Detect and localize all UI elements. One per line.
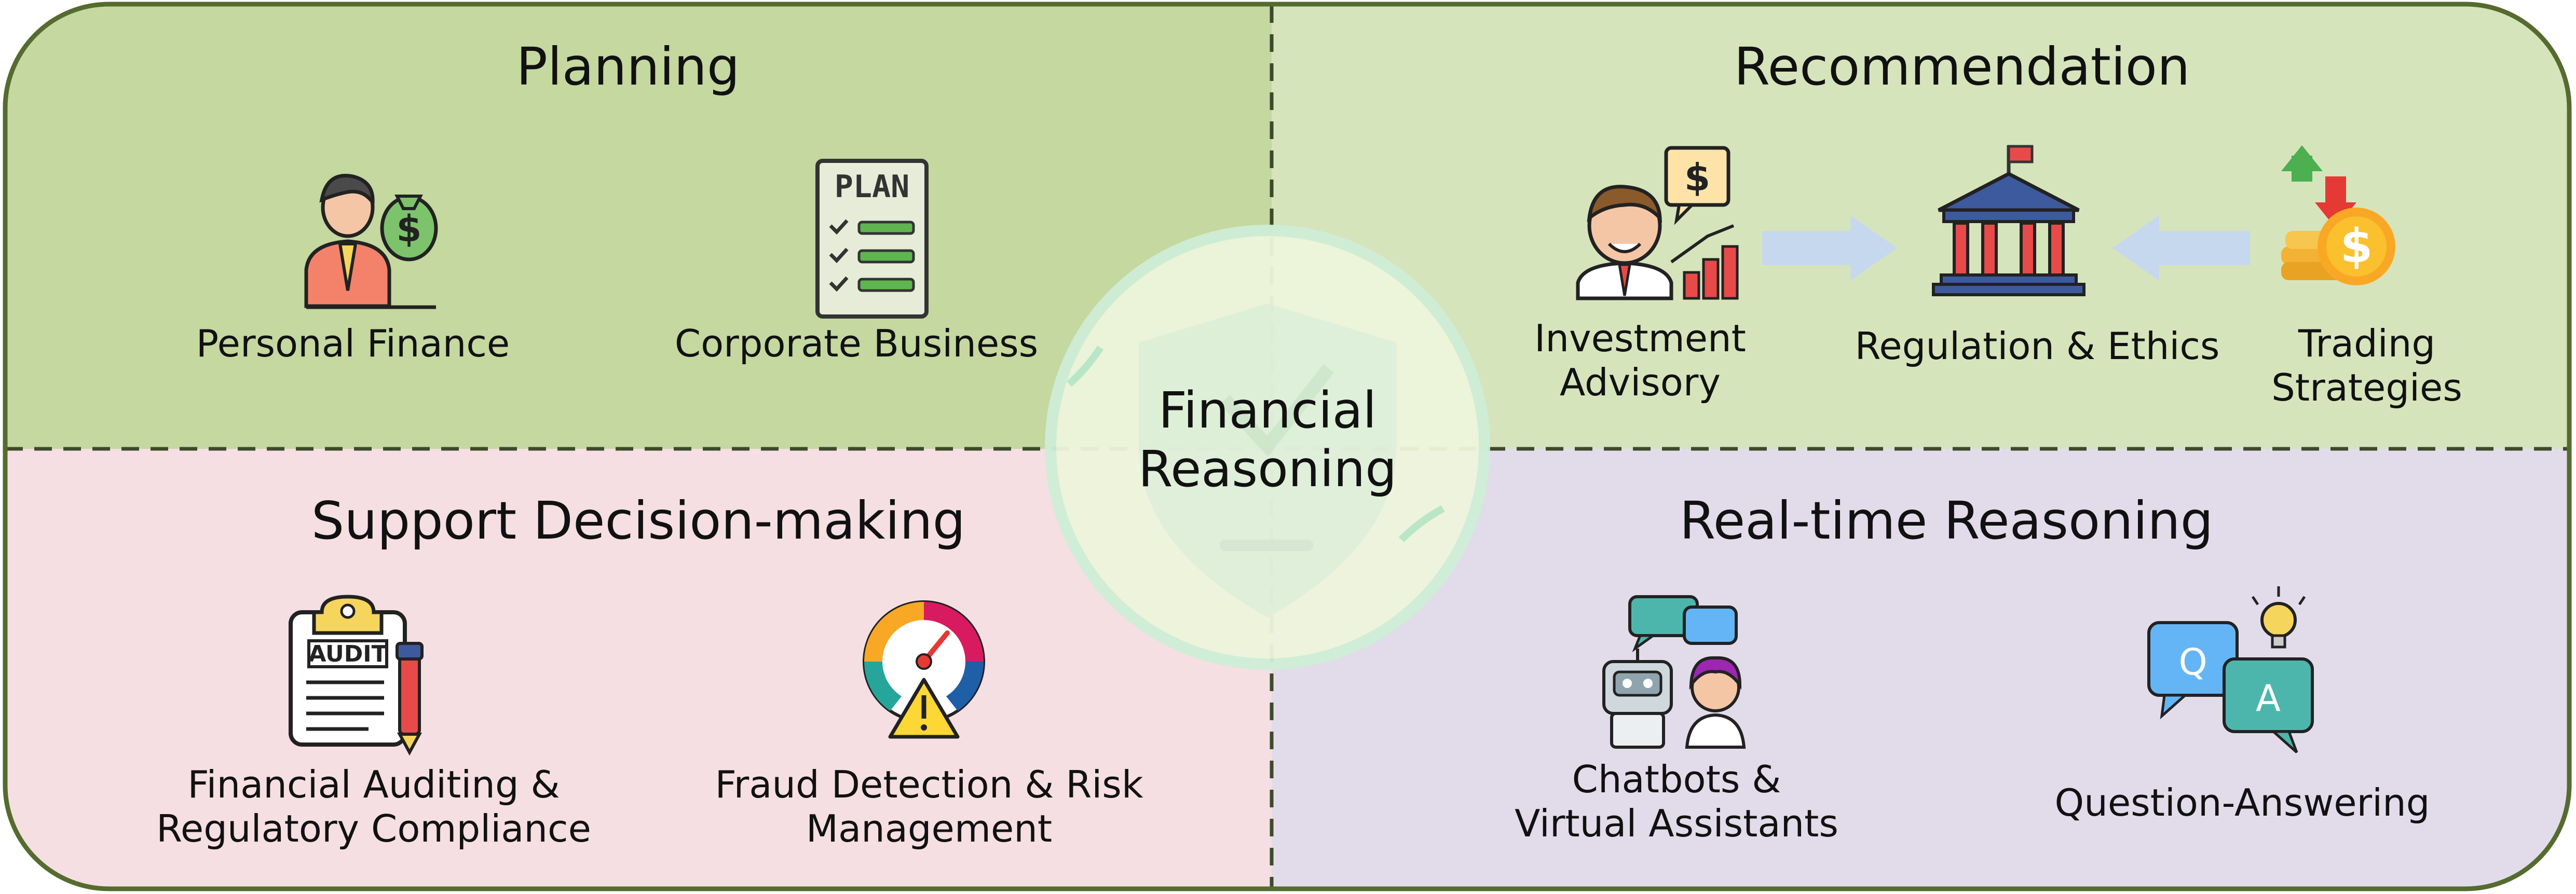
svg-text:Q: Q: [2178, 641, 2207, 683]
risk-gauge-icon: [863, 600, 985, 739]
investment-advisor-icon: $: [1576, 146, 1739, 300]
plan-checklist-icon: PLAN: [815, 159, 929, 319]
audit-clipboard-icon: AUDIT: [289, 595, 424, 756]
center-title: Financial Reasoning: [1138, 381, 1397, 499]
corporate-business-label: Corporate Business: [674, 322, 1039, 365]
personal-finance-label: Personal Finance: [196, 322, 510, 365]
businessman-money-bag-icon: $: [304, 174, 438, 309]
chatbot-assistant-icon: [1602, 595, 1746, 749]
center-emblem: [1045, 225, 1490, 670]
outer-frame: [3, 2, 2572, 891]
arrow-left-icon: [2112, 215, 2250, 281]
realtime-title: Real-time Reasoning: [1679, 490, 2214, 551]
svg-text:$: $: [2340, 219, 2373, 273]
coins-arrows-icon: $: [2281, 145, 2395, 285]
trading-strategies-label: Trading Strategies: [2271, 322, 2462, 409]
investment-advisory-label: Investment Advisory: [1534, 317, 1746, 404]
chatbots-label: Chatbots & Virtual Assistants: [1515, 758, 1838, 845]
regulation-ethics-label: Regulation & Ethics: [1855, 324, 2220, 368]
svg-text:$: $: [397, 208, 422, 250]
svg-text:$: $: [1684, 156, 1710, 199]
qa-bubbles-icon: Q A: [2147, 586, 2314, 753]
auditing-compliance-label: Financial Auditing & Regulatory Complian…: [156, 763, 591, 850]
question-answering-label: Question-Answering: [2054, 781, 2430, 824]
svg-text:A: A: [2256, 677, 2281, 720]
support-title: Support Decision-making: [311, 490, 966, 551]
svg-text:PLAN: PLAN: [835, 169, 910, 205]
recommendation-title: Recommendation: [1734, 36, 2190, 97]
shield-check-icon: [1220, 364, 1334, 457]
arrow-right-icon: [1762, 215, 1897, 281]
realtime-quadrant: [1272, 449, 2569, 889]
planning-title: Planning: [516, 36, 740, 97]
svg-text:AUDIT: AUDIT: [308, 641, 387, 667]
fraud-detection-label: Fraud Detection & Risk Management: [715, 763, 1143, 850]
bank-building-icon: [1932, 145, 2086, 296]
